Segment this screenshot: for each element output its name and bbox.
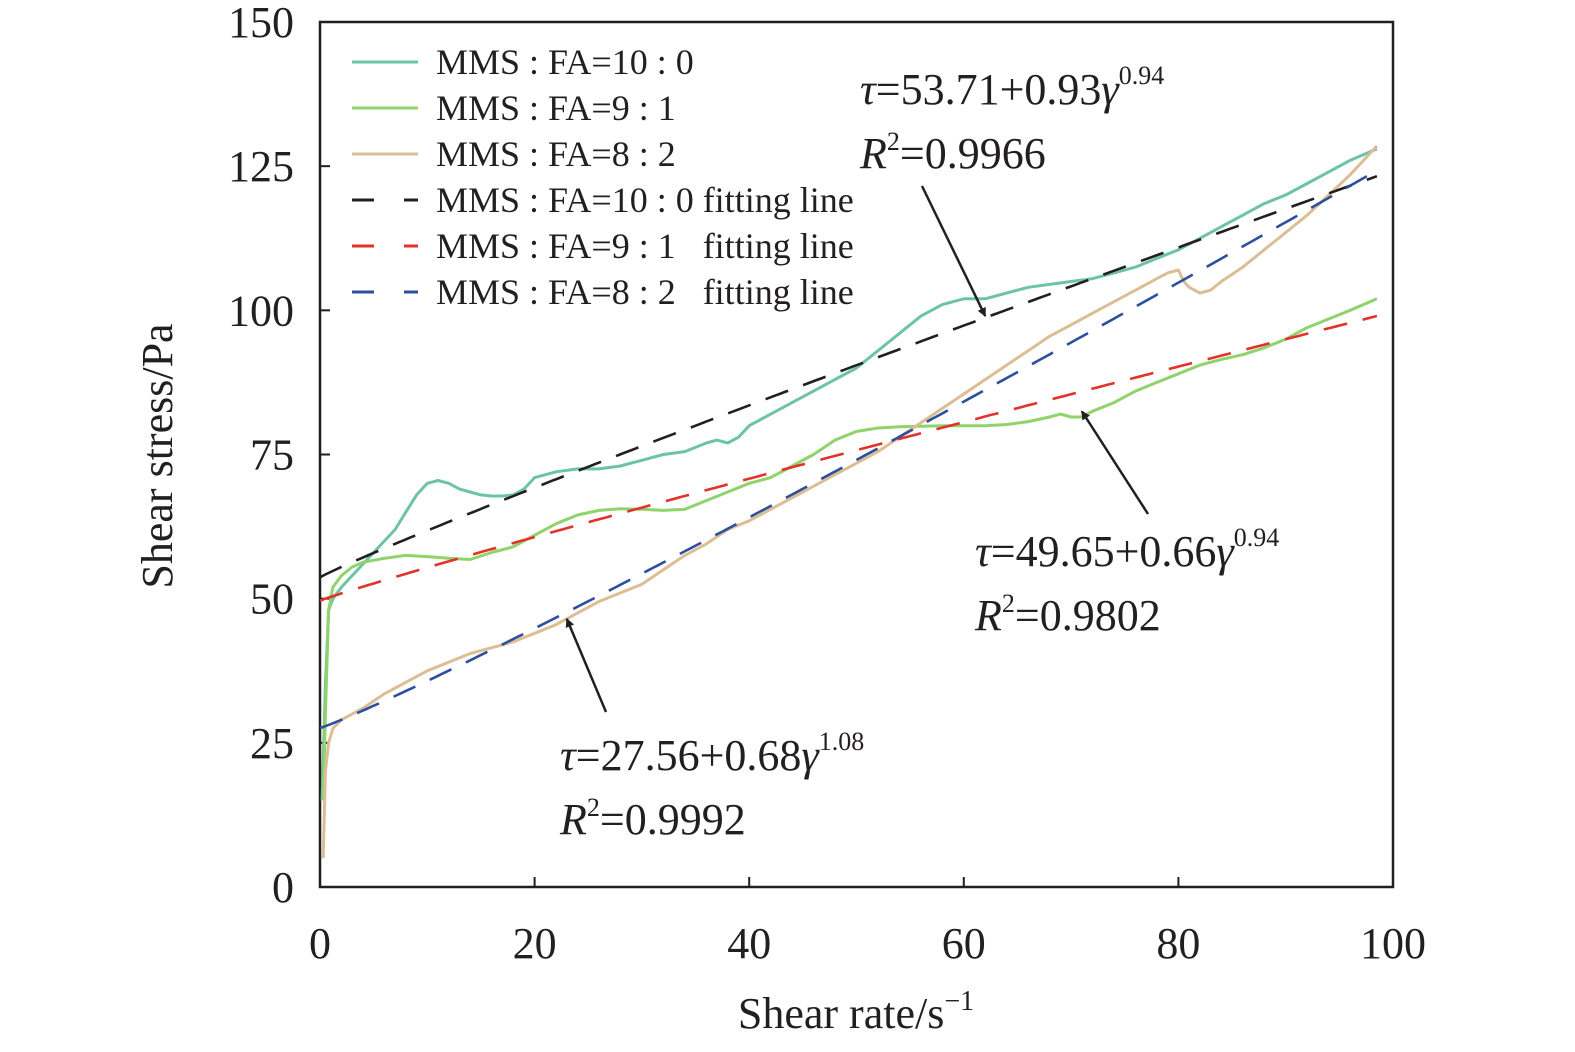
series-line-4 <box>319 174 1378 579</box>
fit-equation: τ=53.71+0.93γ0.94 <box>860 61 1164 114</box>
legend: MMS : FA=10 : 0 MMS : FA=9 : 1 MMS : FA=8 … <box>352 42 854 312</box>
series-line-3 <box>321 144 1378 859</box>
fit-annotation-3: τ=27.56+0.68γ1.08 R2=0.9992 <box>559 618 864 844</box>
series-line-1 <box>320 147 1378 801</box>
series-line-2 <box>321 297 1378 801</box>
legend-label-4: MMS : FA=10 : 0 fitting line <box>436 180 854 220</box>
annotation-arrow <box>1080 410 1150 515</box>
y-axis-title: Shear stress/Pa <box>133 323 182 588</box>
x-axis-title: Shear rate/s−1 <box>738 986 974 1038</box>
y-tick-label: 25 <box>250 719 294 768</box>
x-tick-label: 60 <box>942 919 986 968</box>
annotation-arrow <box>565 618 608 713</box>
y-tick-label: 75 <box>250 431 294 480</box>
x-tick-label: 80 <box>1156 919 1200 968</box>
fit-annotation-2: τ=49.65+0.66γ0.94 R2=0.9802 <box>974 410 1279 640</box>
y-tick-label: 125 <box>228 142 294 191</box>
x-tick-label: 20 <box>513 919 557 968</box>
annotations: τ=53.71+0.93γ0.94 R2=0.9966 τ=49.65+0.66γ0… <box>559 61 1279 844</box>
y-tick-label: 100 <box>228 286 294 335</box>
legend-label-1: MMS : FA=10 : 0 <box>436 42 694 82</box>
legend-label-5: MMS : FA=9 : 1 fitting line <box>436 226 854 266</box>
y-tick-label: 50 <box>250 575 294 624</box>
legend-label-6: MMS : FA=8 : 2 fitting line <box>436 272 854 312</box>
axis-ticks: 0 20 40 60 80 100 0 25 50 75 100 125 150 <box>228 0 1426 968</box>
fit-r-squared: R2=0.9966 <box>859 127 1046 178</box>
y-tick-label: 150 <box>228 0 294 47</box>
y-tick-label: 0 <box>272 863 294 912</box>
x-axis-title-main: Shear rate/s <box>738 989 944 1038</box>
x-axis-title-superscript: −1 <box>944 986 974 1017</box>
fit-equation: τ=27.56+0.68γ1.08 <box>560 727 864 780</box>
series-line-5 <box>319 314 1378 602</box>
fit-r-squared: R2=0.9992 <box>559 793 746 844</box>
x-tick-label: 100 <box>1360 919 1426 968</box>
legend-label-3: MMS : FA=8 : 2 <box>436 134 676 174</box>
fit-equation: τ=49.65+0.66γ0.94 <box>975 523 1279 576</box>
x-tick-label: 0 <box>309 919 331 968</box>
series-layer <box>319 144 1378 859</box>
x-tick-label: 40 <box>727 919 771 968</box>
fit-r-squared: R2=0.9802 <box>974 589 1161 640</box>
annotation-arrow <box>920 185 987 317</box>
fit-annotation-1: τ=53.71+0.93γ0.94 R2=0.9966 <box>859 61 1164 317</box>
legend-label-2: MMS : FA=9 : 1 <box>436 88 676 128</box>
